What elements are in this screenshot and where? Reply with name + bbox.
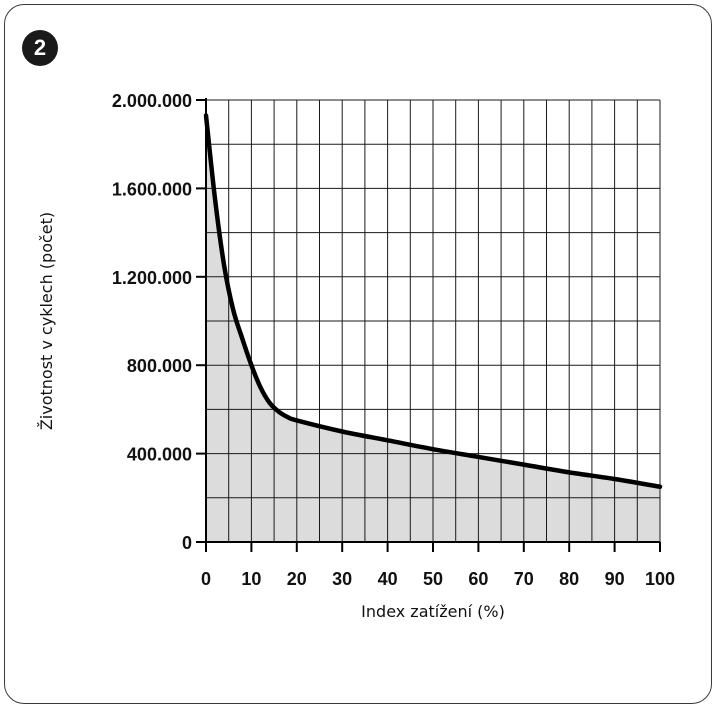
y-tick-label: 1.200.000 <box>112 268 192 288</box>
life-cycle-chart: 0 400.000 800.000 1.200.000 1.600.000 2.000.0… <box>37 91 675 621</box>
y-tick-label: 1.600.000 <box>112 179 192 199</box>
x-tick-label: 90 <box>605 569 625 589</box>
x-tick-label: 80 <box>559 569 579 589</box>
figure-number-badge: 2 <box>22 30 58 66</box>
y-axis-label: Životnost v cyklech (počet) <box>37 212 56 430</box>
y-tick-label: 800.000 <box>127 356 192 376</box>
x-tick-label: 50 <box>423 569 443 589</box>
x-tick-label: 60 <box>468 569 488 589</box>
x-tick-label: 70 <box>514 569 534 589</box>
x-tick-label: 20 <box>287 569 307 589</box>
y-tick-label: 400.000 <box>127 445 192 465</box>
x-tick-label: 100 <box>645 569 675 589</box>
x-tick-label: 30 <box>332 569 352 589</box>
x-tick-label: 40 <box>378 569 398 589</box>
axes <box>196 98 661 552</box>
y-tick-label: 0 <box>182 533 192 553</box>
series-line <box>203 113 663 489</box>
x-axis-label: Index zatížení (%) <box>361 602 505 621</box>
x-tick-label: 10 <box>241 569 261 589</box>
x-tick-label: 0 <box>201 569 211 589</box>
grid-lines <box>205 99 661 543</box>
y-tick-label: 2.000.000 <box>112 91 192 111</box>
